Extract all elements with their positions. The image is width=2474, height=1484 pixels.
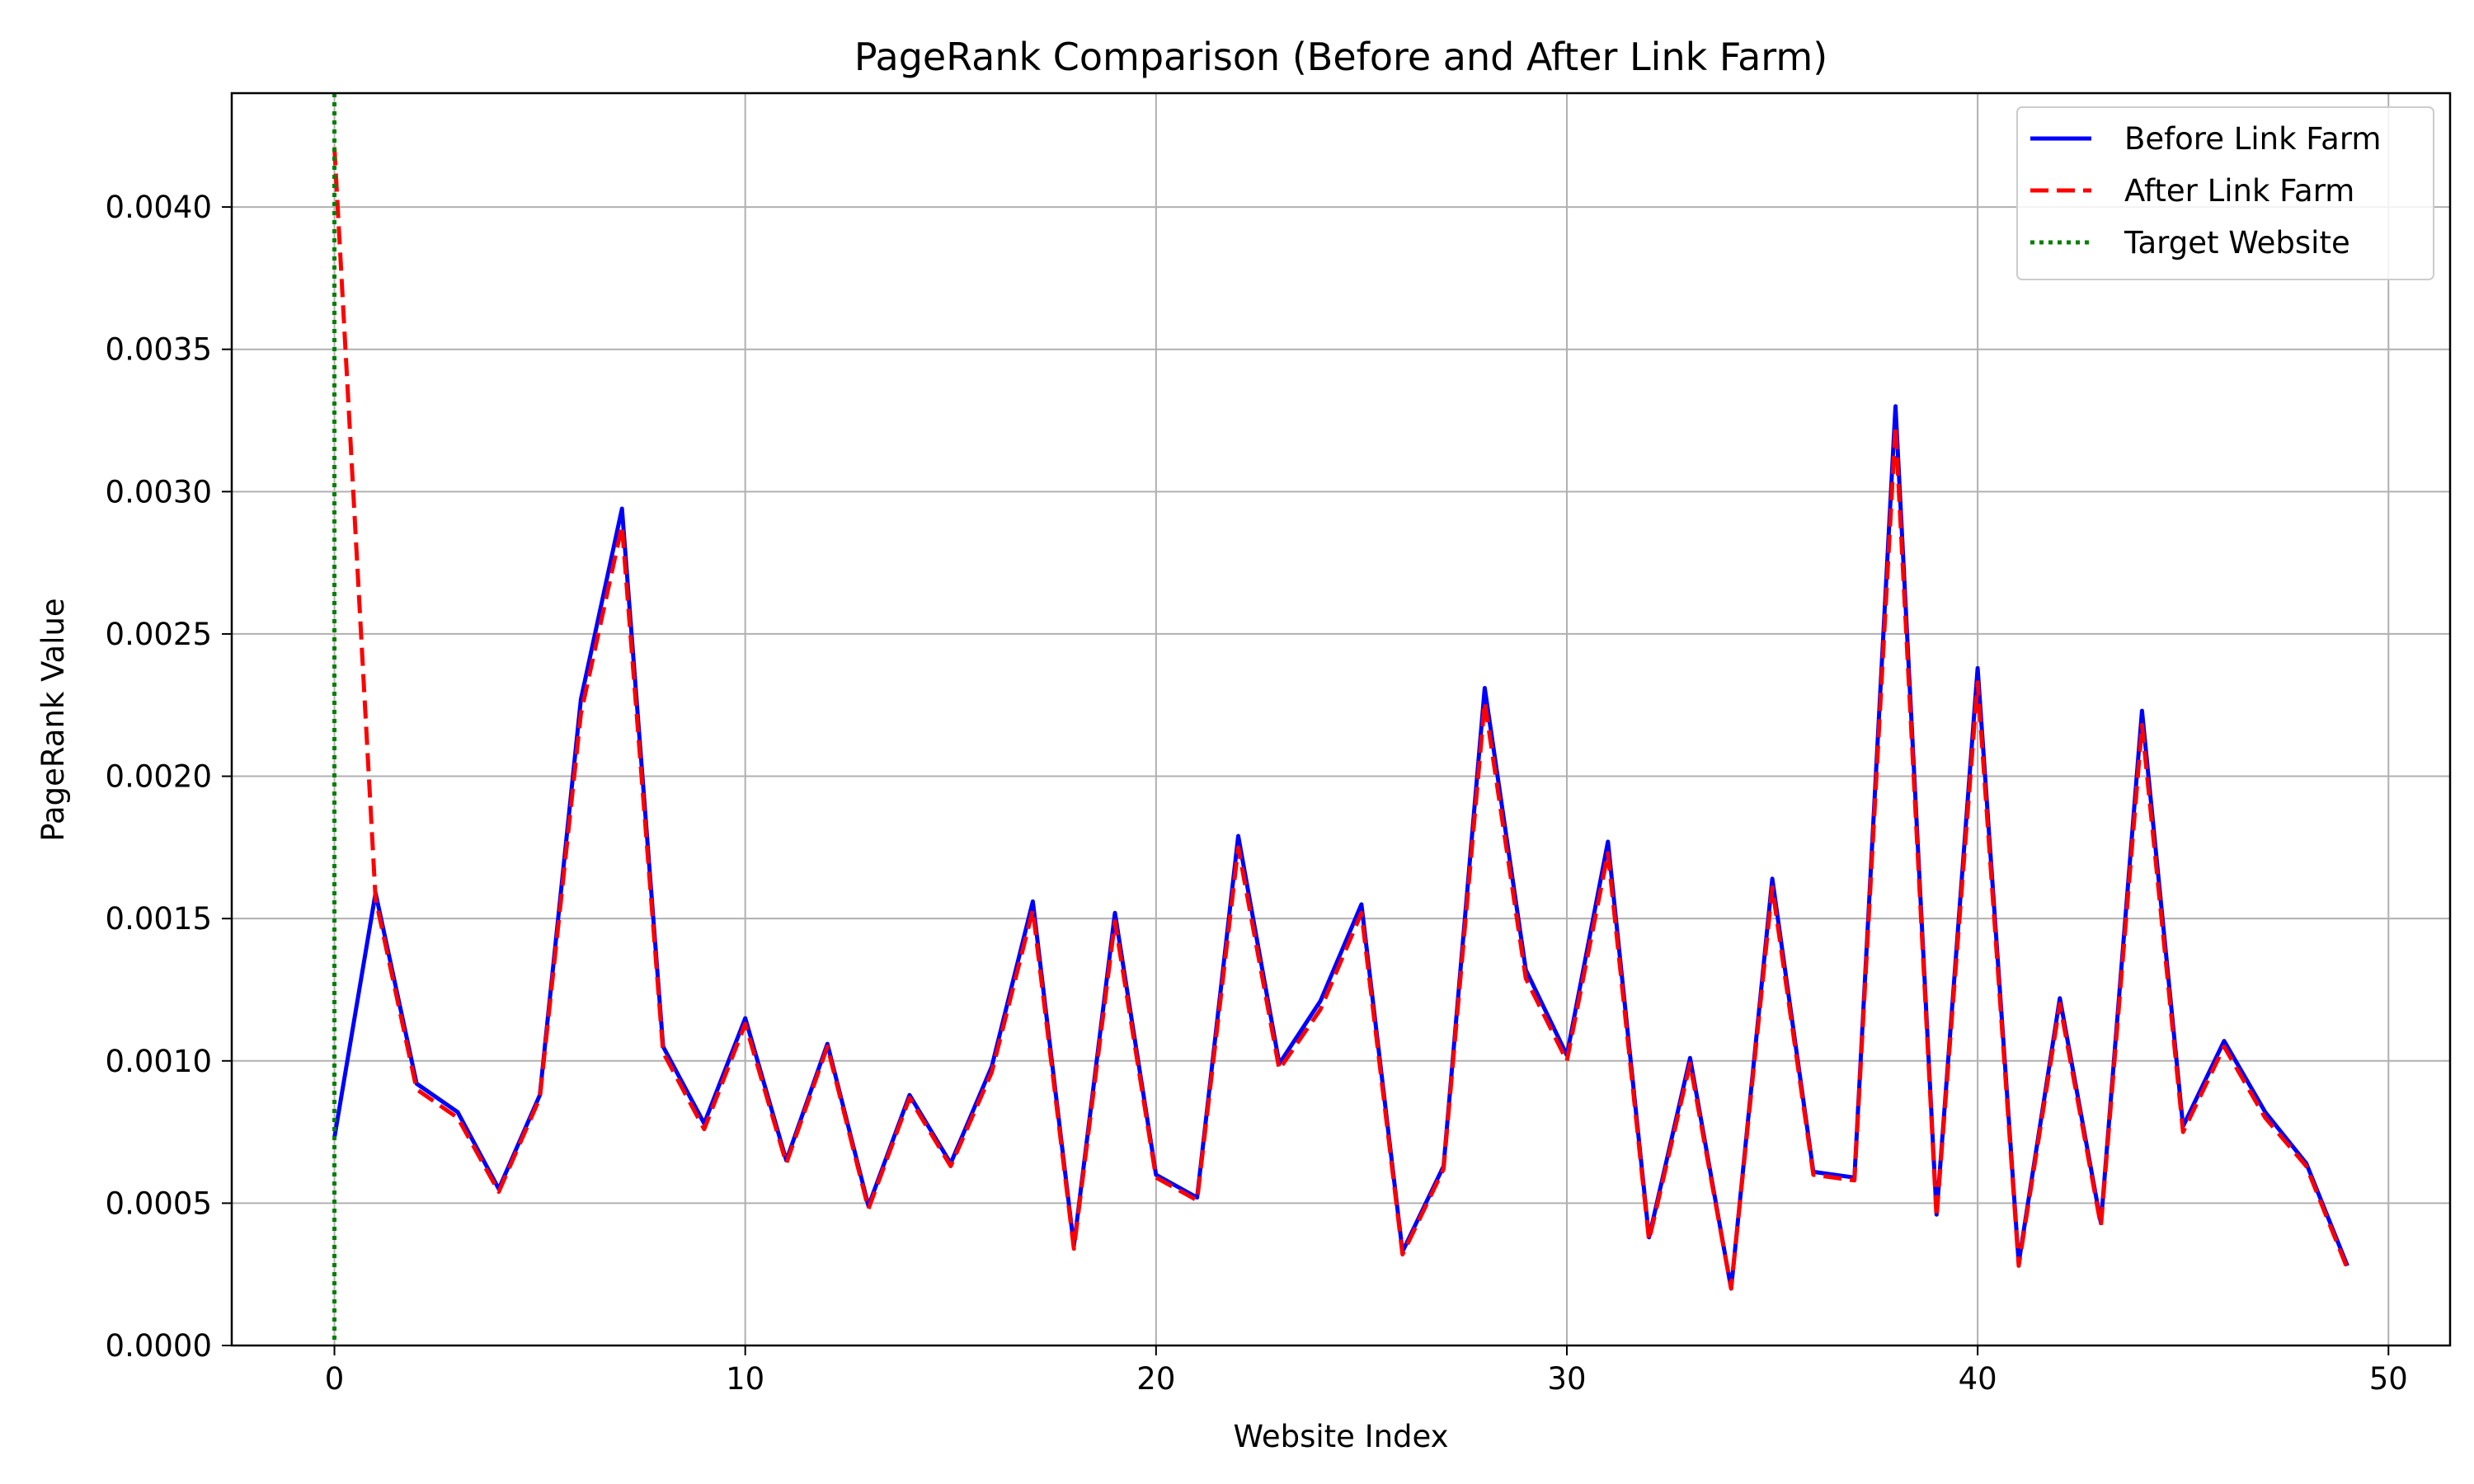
y-tick-label: 0.0040 [106,190,212,225]
y-axis-title: PageRank Value [35,598,71,841]
legend-label: Target Website [2124,225,2350,261]
x-tick-label: 40 [1959,1361,1997,1397]
y-tick-label: 0.0015 [106,901,212,937]
series-line-after-link-farm [332,147,2349,1291]
plot-frame [230,92,2452,1347]
x-tick-label: 10 [726,1361,764,1397]
plot-lines [332,93,2349,1345]
legend-label: Before Link Farm [2124,121,2381,157]
legend: Before Link Farm After Link Farm Target We… [2016,106,2434,280]
y-tick-label: 0.0010 [106,1044,212,1079]
x-tick-label: 20 [1136,1361,1175,1397]
axis-ticks: 0 10 20 30 40 50 0.0000 0.0005 0.0010 0.0015 0.002… [106,190,2408,1397]
y-tick-label: 0.0025 [106,617,212,652]
chart-title: PageRank Comparison (Before and After Li… [854,35,1827,79]
x-tick-label: 0 [325,1361,345,1397]
y-tick-label: 0.0020 [106,759,212,795]
x-tick-label: 50 [2369,1361,2408,1397]
x-tick-label: 30 [1547,1361,1586,1397]
y-tick-label: 0.0035 [106,332,212,368]
x-axis-title: Website Index [1233,1419,1448,1454]
y-tick-label: 0.0030 [106,474,212,510]
y-tick-label: 0.0000 [106,1328,212,1364]
legend-box [2016,106,2434,280]
grid [232,93,2450,1346]
y-tick-label: 0.0005 [106,1186,212,1221]
legend-label: After Link Farm [2124,173,2354,209]
